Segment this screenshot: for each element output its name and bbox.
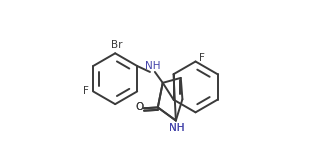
Text: O: O xyxy=(135,102,143,112)
Text: F: F xyxy=(199,53,205,63)
Text: NH: NH xyxy=(145,61,160,71)
Text: NH: NH xyxy=(170,123,185,133)
Text: Br: Br xyxy=(111,40,122,50)
Text: NH: NH xyxy=(170,123,185,133)
Text: O: O xyxy=(135,102,143,112)
Text: F: F xyxy=(83,86,89,96)
